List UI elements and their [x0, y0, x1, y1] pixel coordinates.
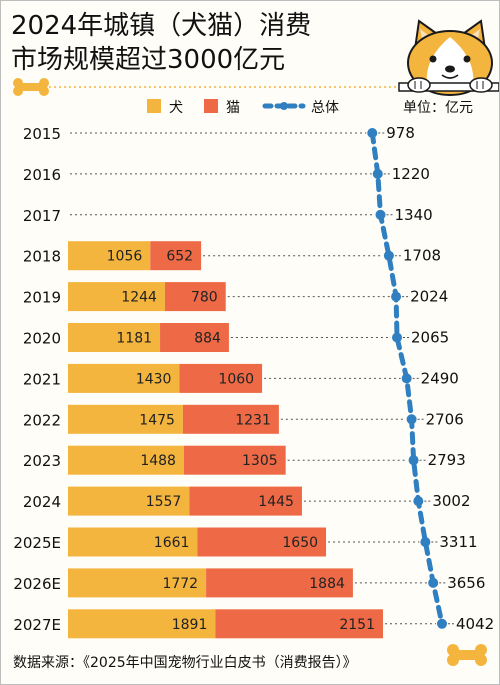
total-point — [367, 128, 378, 138]
dog-bar — [68, 363, 180, 393]
dog-bar — [68, 609, 216, 639]
year-label: 2025E — [13, 534, 61, 552]
dog-value-label: 1891 — [172, 617, 208, 633]
cat-value-label: 884 — [194, 331, 221, 347]
dog-bar — [68, 241, 151, 271]
dog-value-label: 1488 — [140, 453, 176, 469]
cat-bar — [206, 568, 353, 598]
cat-bar — [150, 241, 202, 271]
year-label: 2026E — [13, 575, 61, 593]
year-label: 2019 — [23, 289, 61, 307]
total-value-label: 2024 — [410, 288, 448, 306]
year-label: 2015 — [23, 125, 61, 143]
legend-dog-swatch — [147, 99, 161, 113]
chart-title-line-1: 2024年城镇（犬猫）消费 — [11, 11, 312, 41]
cat-value-label: 780 — [191, 290, 218, 306]
dog-value-label: 1475 — [139, 412, 175, 428]
cat-value-label: 652 — [166, 249, 193, 265]
bone-bottom-icon — [447, 644, 487, 666]
unit-label: 单位：亿元 — [403, 100, 473, 116]
total-value-label: 2490 — [421, 369, 459, 387]
cat-value-label: 1060 — [218, 371, 254, 387]
dog-value-label: 1772 — [162, 576, 198, 592]
total-point — [437, 618, 447, 629]
cat-bar — [179, 363, 263, 393]
legend-dog-label: 犬 — [169, 100, 183, 116]
dog-value-label: 1661 — [154, 535, 190, 551]
dog-bar — [68, 282, 165, 312]
chart-title-line-2: 市场规模超过3000亿元 — [11, 45, 286, 75]
total-line-layer — [367, 128, 447, 629]
cat-bar — [189, 486, 302, 516]
legend-total-label: 总体 — [311, 100, 339, 116]
chart-rows: 2015 978 2016 1220 2017 1340 2018 1056 652 1708 20… — [13, 124, 494, 639]
year-label: 2018 — [23, 248, 61, 266]
year-label: 2017 — [23, 207, 61, 225]
total-value-label: 1708 — [403, 247, 441, 265]
total-value-label: 978 — [386, 124, 415, 142]
dog-bar — [68, 404, 183, 434]
cat-bar — [164, 282, 226, 312]
dog-bar — [68, 527, 198, 557]
total-point — [372, 168, 383, 179]
cat-bar — [182, 404, 279, 434]
total-point — [391, 291, 402, 302]
dog-bar — [68, 445, 184, 475]
total-point — [420, 537, 431, 547]
total-point — [408, 455, 419, 466]
dog-bar — [68, 568, 207, 598]
total-point — [401, 373, 412, 384]
cat-value-label: 2151 — [339, 617, 375, 633]
year-label: 2020 — [23, 330, 61, 348]
total-value-label: 2706 — [426, 410, 464, 428]
total-value-label: 4042 — [456, 615, 494, 633]
total-point — [428, 577, 439, 588]
total-point — [406, 414, 417, 425]
cat-value-label: 1650 — [282, 535, 318, 551]
year-label: 2027E — [13, 616, 61, 634]
cat-value-label: 1231 — [235, 412, 271, 428]
cat-bar — [160, 323, 229, 352]
cat-value-label: 1305 — [242, 453, 278, 469]
total-value-label: 1220 — [392, 165, 430, 183]
year-label: 2021 — [23, 370, 61, 388]
dog-value-label: 1557 — [146, 494, 182, 510]
total-value-label: 3311 — [439, 533, 477, 551]
legend-cat-label: 猫 — [226, 100, 240, 116]
total-value-label: 2793 — [428, 451, 466, 469]
year-label: 2016 — [23, 166, 61, 184]
dog-value-label: 1056 — [107, 249, 143, 265]
cat-value-label: 1884 — [309, 576, 345, 592]
year-label: 2022 — [23, 411, 61, 429]
chart-legend: 犬 猫 总体 单位：亿元 — [147, 99, 473, 116]
dog-value-label: 1244 — [121, 290, 157, 306]
total-value-label: 2065 — [411, 329, 449, 347]
legend-total-marker — [280, 102, 288, 110]
total-value-label: 3002 — [432, 492, 470, 510]
cat-bar — [183, 445, 286, 475]
total-point — [375, 209, 386, 220]
total-value-label: 1340 — [394, 206, 432, 224]
total-point — [383, 250, 394, 261]
dog-bar — [68, 486, 190, 516]
legend-cat-swatch — [204, 99, 218, 113]
cat-bar — [197, 527, 327, 557]
total-point — [392, 332, 403, 343]
total-point — [413, 496, 424, 507]
year-label: 2024 — [23, 493, 61, 511]
total-value-label: 3656 — [447, 574, 485, 592]
dog-mascot-icon — [398, 19, 499, 96]
dog-bar — [68, 323, 161, 352]
year-label: 2023 — [23, 452, 61, 470]
cat-value-label: 1445 — [258, 494, 294, 510]
source-note: 数据来源：《2025年中国宠物行业白皮书（消费报告）》 — [13, 655, 357, 671]
bone-divider-icon — [13, 78, 397, 96]
dog-value-label: 1181 — [116, 331, 152, 347]
dog-value-label: 1430 — [136, 371, 172, 387]
cat-bar — [215, 609, 383, 639]
